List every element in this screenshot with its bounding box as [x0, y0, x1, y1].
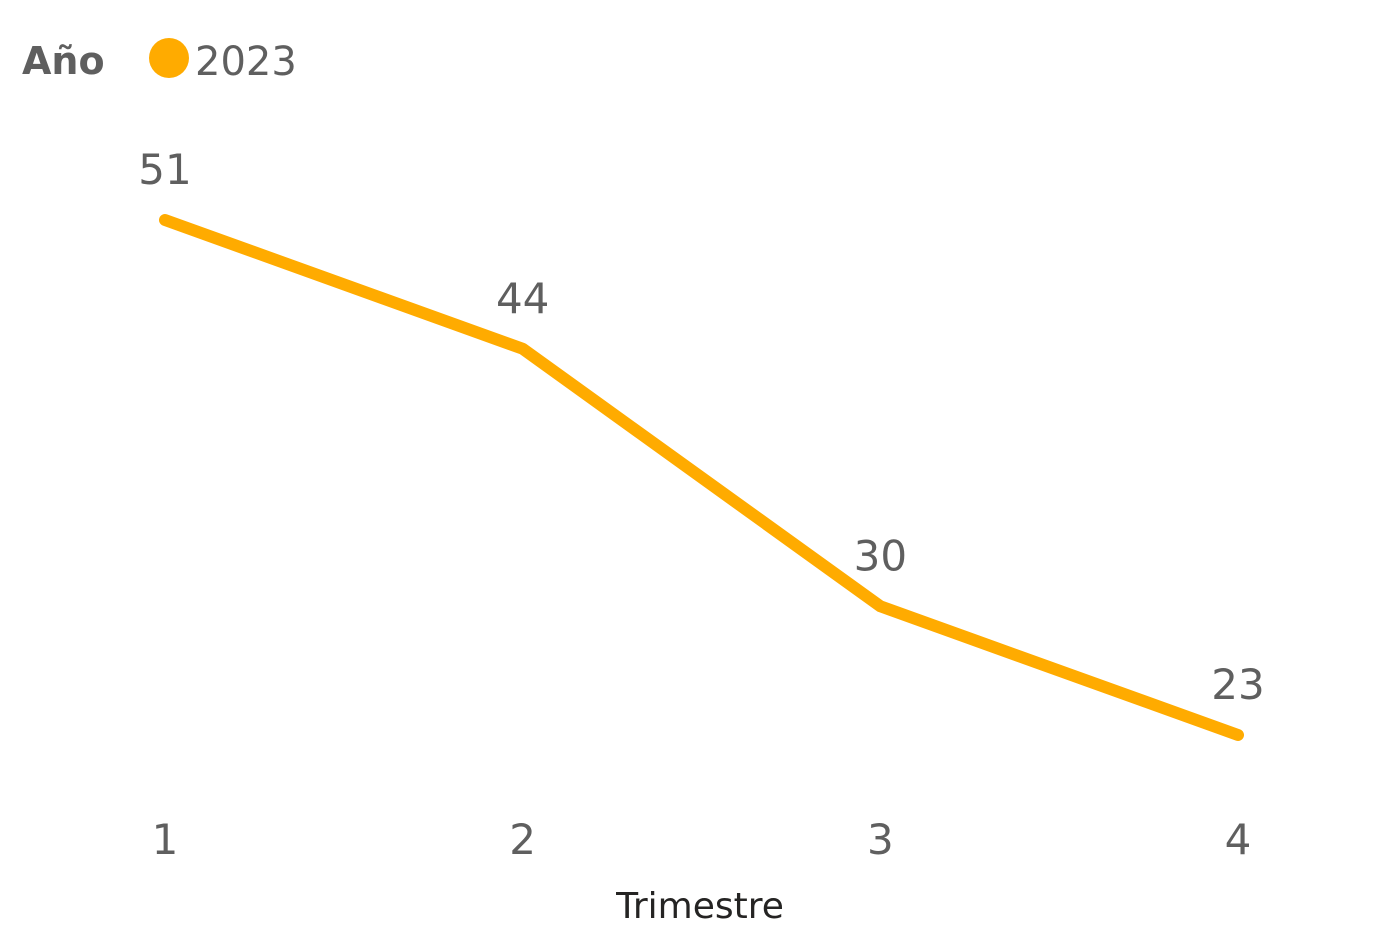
legend-marker-icon: [149, 38, 189, 78]
data-labels: 51 44 30 23: [138, 145, 1264, 709]
legend-title: Año: [22, 39, 105, 83]
legend: Año 2023: [22, 38, 297, 85]
series-line-2023: [165, 220, 1238, 735]
data-label-q3: 30: [854, 531, 907, 580]
x-tick-label-4: 4: [1225, 815, 1252, 864]
data-label-q1: 51: [138, 145, 191, 194]
x-axis-ticks: 1 2 3 4: [152, 815, 1252, 864]
data-label-q4: 23: [1211, 660, 1264, 709]
x-tick-label-1: 1: [152, 815, 179, 864]
x-tick-label-3: 3: [867, 815, 894, 864]
plot-area: 51 44 30 23: [138, 145, 1264, 735]
legend-series-name: 2023: [195, 39, 297, 85]
x-tick-label-2: 2: [509, 815, 536, 864]
x-axis-title: Trimestre: [615, 886, 784, 927]
data-label-q2: 44: [496, 274, 549, 323]
